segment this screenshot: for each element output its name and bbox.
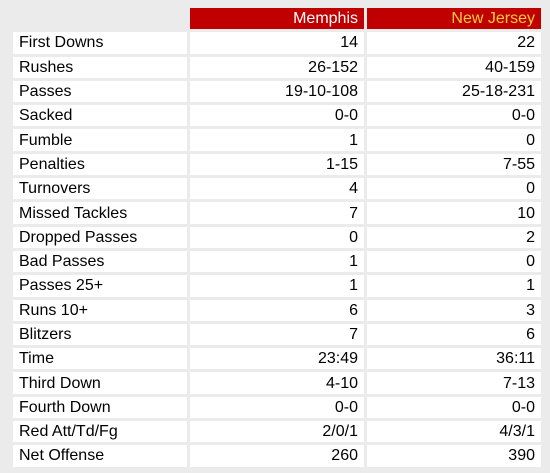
away-stat-value: 10 [367,202,541,224]
stat-label: Missed Tackles [13,202,187,224]
stat-label: Bad Passes [13,250,187,273]
stat-label: Fumble [13,129,187,151]
stat-row: Missed Tackles 7 10 [13,202,541,224]
stat-row: Passes 25+ 1 1 [13,275,541,297]
team-stats-table: Memphis New Jersey First Downs 14 22 Rushes… [10,5,544,470]
stat-label: Net Offense [13,445,187,467]
stat-row: Third Down 4-10 7-13 [13,372,541,394]
away-stat-value: 0 [367,129,541,151]
home-stat-value: 1 [190,275,364,297]
home-stat-value: 6 [190,299,364,321]
stat-label: Third Down [13,372,187,394]
away-stat-value: 7-13 [367,372,541,394]
stat-label: Passes [13,80,187,103]
stat-label: Sacked [13,105,187,127]
stat-row: Turnovers 4 0 [13,178,541,200]
home-stat-value: 19-10-108 [190,80,364,103]
stat-row: Fumble 1 0 [13,129,541,151]
away-stat-value: 1 [367,275,541,297]
home-stat-value: 7 [190,202,364,224]
home-stat-value: 260 [190,445,364,467]
home-stat-value: 1-15 [190,153,364,176]
stat-row: Penalties 1-15 7-55 [13,153,541,176]
away-stat-value: 0 [367,178,541,200]
stat-label: Rushes [13,56,187,78]
home-stat-value: 7 [190,323,364,346]
away-stat-value: 22 [367,32,541,54]
stat-row: Sacked 0-0 0-0 [13,105,541,127]
stat-row: Passes 19-10-108 25-18-231 [13,80,541,103]
home-stat-value: 4 [190,178,364,200]
stat-row: Time 23:49 36:11 [13,348,541,370]
stat-label: Passes 25+ [13,275,187,297]
away-stat-value: 4/3/1 [367,421,541,443]
stat-label: Blitzers [13,323,187,346]
away-stat-value: 25-18-231 [367,80,541,103]
away-team-header: New Jersey [367,8,541,30]
away-stat-value: 36:11 [367,348,541,370]
away-stat-value: 3 [367,299,541,321]
stat-row: Fourth Down 0-0 0-0 [13,396,541,419]
home-stat-value: 14 [190,32,364,54]
away-stat-value: 390 [367,445,541,467]
away-stat-value: 7-55 [367,153,541,176]
home-stat-value: 1 [190,129,364,151]
stat-row: First Downs 14 22 [13,32,541,54]
stat-label: Runs 10+ [13,299,187,321]
home-team-header: Memphis [190,8,364,30]
home-stat-value: 0 [190,226,364,248]
stat-label: Turnovers [13,178,187,200]
stat-row: Dropped Passes 0 2 [13,226,541,248]
stats-body: First Downs 14 22 Rushes 26-152 40-159 Passes 1… [13,32,541,467]
stat-row: Red Att/Td/Fg 2/0/1 4/3/1 [13,421,541,443]
away-stat-value: 6 [367,323,541,346]
stat-label: First Downs [13,32,187,54]
away-stat-value: 0-0 [367,105,541,127]
header-blank-cell [13,8,187,29]
home-stat-value: 26-152 [190,56,364,78]
stat-label: Fourth Down [13,396,187,419]
away-stat-value: 0-0 [367,396,541,419]
home-stat-value: 23:49 [190,348,364,370]
home-stat-value: 0-0 [190,396,364,419]
stat-row: Net Offense 260 390 [13,445,541,467]
away-stat-value: 0 [367,250,541,273]
home-stat-value: 2/0/1 [190,421,364,443]
stat-row: Runs 10+ 6 3 [13,299,541,321]
stat-row: Blitzers 7 6 [13,323,541,346]
home-stat-value: 1 [190,250,364,273]
away-stat-value: 2 [367,226,541,248]
stat-row: Bad Passes 1 0 [13,250,541,273]
stat-label: Time [13,348,187,370]
home-stat-value: 4-10 [190,372,364,394]
stat-row: Rushes 26-152 40-159 [13,56,541,78]
stat-label: Penalties [13,153,187,176]
stat-label: Red Att/Td/Fg [13,421,187,443]
header-row: Memphis New Jersey [13,8,541,30]
stat-label: Dropped Passes [13,226,187,248]
away-stat-value: 40-159 [367,56,541,78]
home-stat-value: 0-0 [190,105,364,127]
